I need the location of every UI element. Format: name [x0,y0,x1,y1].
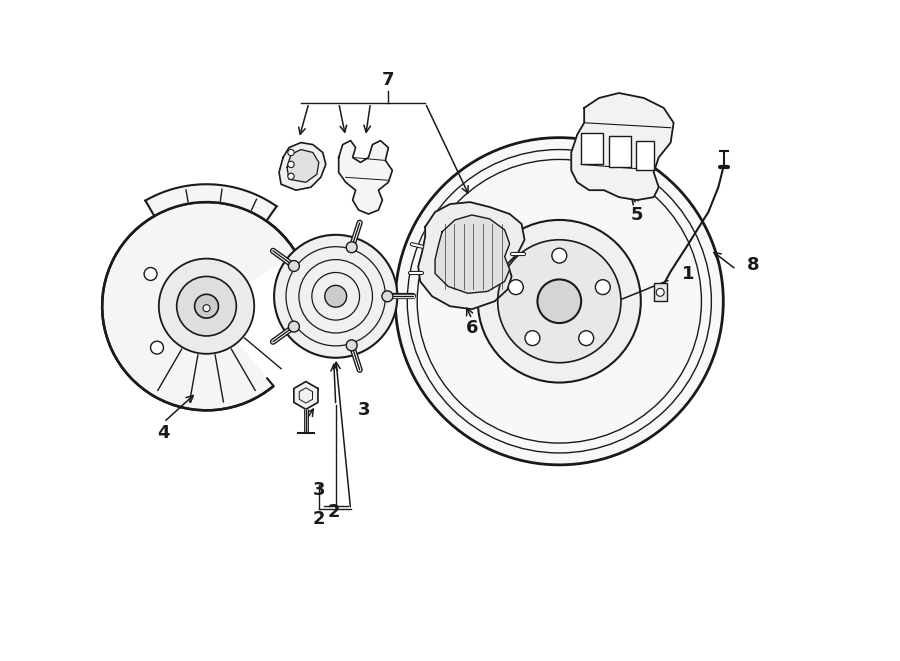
FancyBboxPatch shape [581,133,603,165]
Polygon shape [293,381,318,409]
Circle shape [382,291,393,301]
Text: 2: 2 [328,504,340,522]
Circle shape [325,286,346,307]
Circle shape [288,173,294,180]
Polygon shape [287,149,319,182]
Circle shape [194,294,219,318]
Text: 4: 4 [158,424,170,442]
Circle shape [203,305,210,311]
Circle shape [288,321,300,332]
FancyBboxPatch shape [609,136,631,167]
Circle shape [552,248,567,263]
Circle shape [274,235,397,358]
Circle shape [498,240,621,363]
Circle shape [508,280,523,295]
Polygon shape [572,93,673,200]
Circle shape [288,260,300,272]
Polygon shape [103,202,297,410]
Circle shape [346,340,357,351]
Circle shape [579,330,594,346]
Circle shape [595,280,610,295]
Text: 7: 7 [382,71,394,89]
Circle shape [525,330,540,346]
Polygon shape [146,184,276,221]
Polygon shape [279,143,326,190]
Circle shape [176,276,237,336]
Circle shape [288,149,294,156]
Polygon shape [338,141,392,214]
FancyBboxPatch shape [653,284,667,301]
Text: 3: 3 [312,481,325,498]
Text: 5: 5 [631,206,644,224]
Circle shape [656,288,664,296]
Text: 6: 6 [465,319,478,337]
Polygon shape [418,202,525,309]
Text: 3: 3 [357,401,370,419]
FancyBboxPatch shape [635,141,653,171]
Circle shape [478,220,641,383]
Circle shape [395,137,724,465]
Circle shape [537,280,581,323]
Text: 1: 1 [682,266,695,284]
Circle shape [144,268,157,280]
Text: 8: 8 [747,256,760,274]
Circle shape [288,161,294,168]
Circle shape [150,341,164,354]
Text: 2: 2 [312,510,325,528]
Circle shape [346,242,357,253]
Circle shape [158,258,254,354]
Polygon shape [435,215,509,293]
